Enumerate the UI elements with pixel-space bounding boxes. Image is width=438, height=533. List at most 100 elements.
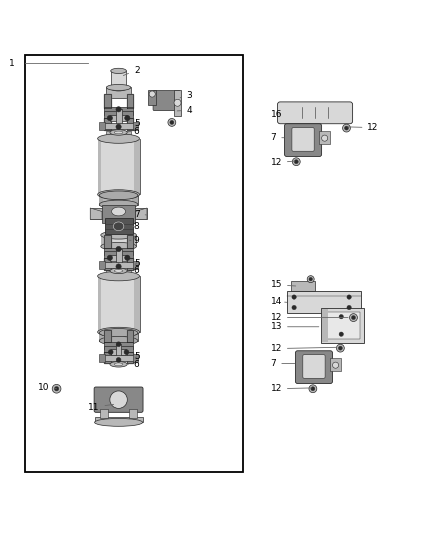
Bar: [104, 346, 133, 352]
Text: 12: 12: [347, 123, 379, 132]
Bar: [101, 235, 104, 246]
Bar: [133, 261, 138, 269]
Bar: [319, 131, 330, 144]
Bar: [132, 195, 138, 205]
Bar: [106, 87, 131, 98]
Text: 12: 12: [271, 158, 295, 167]
Polygon shape: [127, 258, 133, 270]
FancyBboxPatch shape: [94, 387, 143, 413]
Text: 6: 6: [128, 266, 140, 276]
Bar: [110, 255, 127, 261]
Bar: [104, 107, 133, 115]
Circle shape: [321, 135, 328, 141]
Bar: [99, 333, 103, 341]
Circle shape: [107, 255, 113, 261]
Bar: [98, 139, 101, 195]
Ellipse shape: [99, 200, 138, 209]
Ellipse shape: [114, 131, 123, 134]
Bar: [330, 358, 341, 372]
Text: 5: 5: [134, 259, 140, 268]
Circle shape: [294, 160, 298, 164]
Circle shape: [336, 344, 344, 352]
FancyBboxPatch shape: [278, 102, 353, 124]
Bar: [99, 354, 105, 362]
Circle shape: [170, 120, 174, 124]
Text: 4: 4: [177, 106, 192, 115]
Bar: [327, 312, 360, 338]
Ellipse shape: [110, 130, 127, 135]
Circle shape: [174, 99, 181, 106]
Text: 7: 7: [271, 133, 284, 142]
Bar: [102, 262, 135, 268]
Text: 14: 14: [271, 297, 287, 306]
Text: 5: 5: [134, 352, 140, 361]
FancyBboxPatch shape: [321, 309, 364, 343]
Text: 13: 13: [271, 322, 319, 331]
Polygon shape: [104, 352, 111, 363]
Text: 12: 12: [271, 384, 311, 393]
Polygon shape: [127, 118, 133, 130]
Bar: [131, 235, 136, 246]
Text: 5: 5: [134, 119, 140, 128]
Circle shape: [292, 295, 296, 299]
Text: 12: 12: [271, 344, 336, 353]
Circle shape: [124, 350, 129, 354]
Bar: [116, 249, 122, 266]
Bar: [99, 261, 105, 269]
Circle shape: [168, 118, 176, 126]
FancyBboxPatch shape: [303, 354, 325, 378]
Circle shape: [311, 387, 315, 391]
Circle shape: [339, 314, 343, 319]
Bar: [133, 354, 138, 362]
Bar: [134, 276, 140, 332]
Text: 1: 1: [10, 59, 15, 68]
Ellipse shape: [99, 191, 138, 200]
Bar: [291, 281, 315, 292]
Circle shape: [107, 116, 113, 120]
Ellipse shape: [111, 68, 127, 74]
Text: 7: 7: [271, 359, 295, 368]
Bar: [104, 111, 133, 118]
Bar: [99, 333, 138, 341]
Ellipse shape: [114, 363, 123, 366]
Bar: [102, 205, 135, 223]
Polygon shape: [135, 208, 147, 220]
Circle shape: [307, 276, 314, 282]
Ellipse shape: [99, 328, 138, 337]
Polygon shape: [127, 235, 133, 248]
Text: 6: 6: [128, 360, 140, 369]
Circle shape: [339, 346, 343, 350]
Bar: [133, 122, 138, 130]
Bar: [104, 342, 133, 349]
Bar: [100, 409, 108, 418]
Ellipse shape: [113, 222, 124, 231]
Bar: [132, 333, 138, 341]
Text: 15: 15: [271, 280, 296, 289]
Ellipse shape: [111, 86, 127, 91]
Circle shape: [332, 362, 339, 368]
Bar: [321, 309, 328, 342]
Circle shape: [116, 107, 121, 112]
Circle shape: [309, 385, 317, 393]
Bar: [98, 276, 140, 332]
Circle shape: [345, 126, 349, 130]
Text: 8: 8: [133, 222, 140, 231]
Bar: [99, 122, 105, 130]
Circle shape: [292, 305, 296, 310]
Ellipse shape: [98, 271, 140, 281]
Circle shape: [116, 264, 121, 269]
Bar: [99, 195, 103, 205]
Bar: [129, 409, 137, 418]
Bar: [116, 109, 122, 127]
Bar: [98, 139, 140, 195]
Bar: [111, 71, 127, 88]
FancyBboxPatch shape: [285, 124, 321, 157]
Bar: [111, 349, 127, 355]
Ellipse shape: [101, 243, 136, 251]
Text: 6: 6: [128, 127, 140, 136]
Text: 10: 10: [38, 383, 57, 392]
Bar: [101, 235, 136, 246]
Circle shape: [54, 386, 59, 391]
Ellipse shape: [99, 336, 138, 345]
Ellipse shape: [110, 361, 127, 367]
